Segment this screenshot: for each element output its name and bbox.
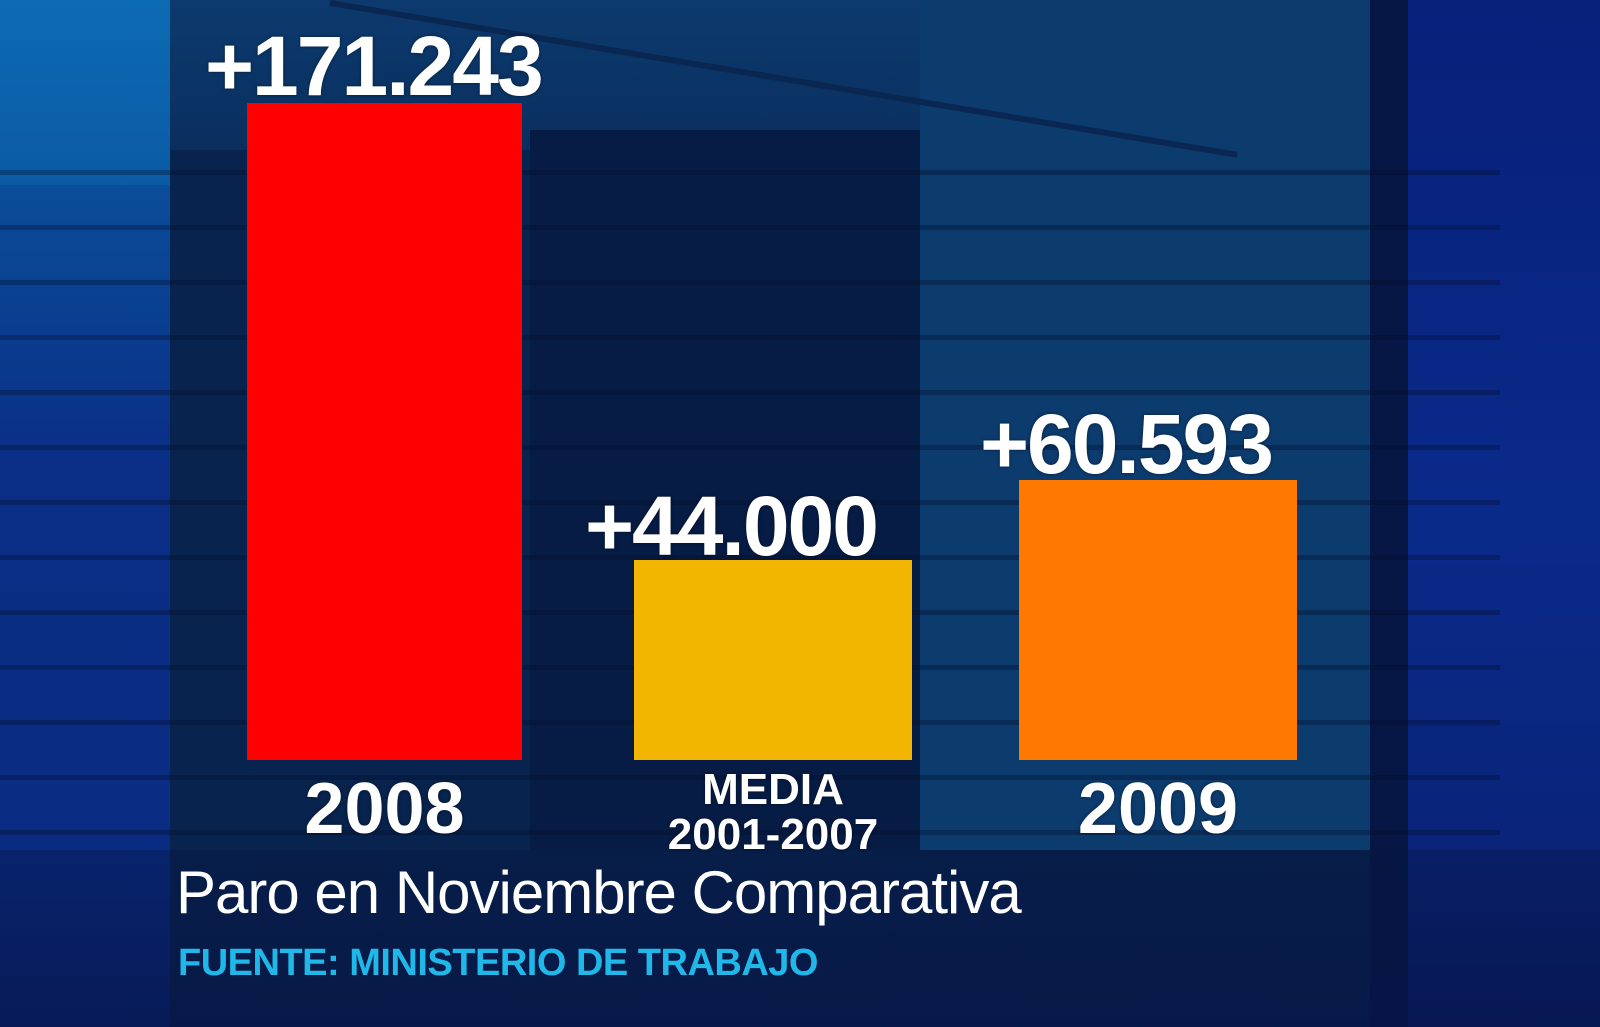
bar-2009 [1019,480,1297,760]
bar-category-label: 2008 [304,769,465,849]
bar-media-2001-2007 [634,560,912,760]
chart-title: Paro en Noviembre Comparativa [176,859,1022,926]
background-left-window [0,0,170,185]
bar-value-label: +60.593 [980,397,1274,491]
bar-category-label: MEDIA [702,765,844,814]
bar-2008 [247,103,522,760]
bar-category-label: 2009 [1077,769,1239,849]
bar-value-label: +171.243 [205,19,544,113]
chart-source: FUENTE: MINISTERIO DE TRABAJO [178,942,818,984]
bar-category-sublabel: 2001-2007 [667,810,879,859]
background-bottom-fade [0,850,1600,1027]
bar-value-label: +44.000 [585,479,879,573]
